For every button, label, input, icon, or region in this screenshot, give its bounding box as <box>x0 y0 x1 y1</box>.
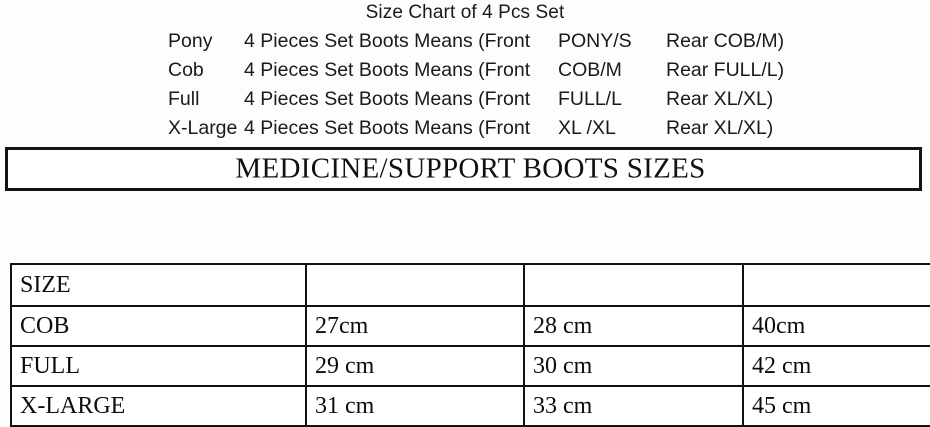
table-cell-c: 33 cm <box>523 385 744 427</box>
description-body: 4 Pieces Set Boots Means (Front <box>244 30 531 52</box>
table-cell-d: 45 cm <box>742 385 930 427</box>
page-title: Size Chart of 4 Pcs Set <box>365 2 565 23</box>
table-cell-size: X-LARGE <box>10 385 307 427</box>
description-label: X-Large <box>168 117 238 139</box>
table-cell-d: 40cm <box>742 305 930 347</box>
description-rear-size: Rear XL/XL) <box>666 88 774 110</box>
description-row: Pony 4 Pieces Set Boots Means (Front PON… <box>168 30 930 59</box>
table-row: SIZE <box>10 263 930 307</box>
table-cell-size: FULL <box>10 345 307 387</box>
description-label: Full <box>168 88 200 110</box>
banner-title: MEDICINE/SUPPORT BOOTS SIZES <box>235 152 706 185</box>
table-cell-d: 42 cm <box>742 345 930 387</box>
table-cell-b: 31 cm <box>305 385 525 427</box>
description-front-size: XL /XL <box>558 117 616 139</box>
table-row: X-LARGE 31 cm 33 cm 45 cm <box>10 385 930 427</box>
description-row: Full 4 Pieces Set Boots Means (Front FUL… <box>168 88 930 117</box>
table-cell-c: 28 cm <box>523 305 744 347</box>
description-body: 4 Pieces Set Boots Means (Front <box>244 117 531 139</box>
description-rear-size: Rear FULL/L) <box>666 59 785 81</box>
table-cell-b: 29 cm <box>305 345 525 387</box>
sizes-table: SIZE COB 27cm 28 cm 40cm FULL 29 cm 30 c… <box>10 263 930 427</box>
description-label: Cob <box>168 59 204 81</box>
description-block: Pony 4 Pieces Set Boots Means (Front PON… <box>168 30 930 146</box>
description-body: 4 Pieces Set Boots Means (Front <box>244 59 531 81</box>
table-cell-c <box>523 263 744 307</box>
description-row: Cob 4 Pieces Set Boots Means (Front COB/… <box>168 59 930 88</box>
table-cell-c: 30 cm <box>523 345 744 387</box>
table-cell-size: COB <box>10 305 307 347</box>
table-cell-b: 27cm <box>305 305 525 347</box>
banner-box: MEDICINE/SUPPORT BOOTS SIZES <box>5 147 922 191</box>
table-cell-size: SIZE <box>10 263 307 307</box>
description-row: X-Large 4 Pieces Set Boots Means (Front … <box>168 117 930 146</box>
table-cell-b <box>305 263 525 307</box>
table-cell-d <box>742 263 930 307</box>
description-front-size: PONY/S <box>558 30 632 52</box>
table-row: FULL 29 cm 30 cm 42 cm <box>10 345 930 387</box>
table-row: COB 27cm 28 cm 40cm <box>10 305 930 347</box>
description-body: 4 Pieces Set Boots Means (Front <box>244 88 531 110</box>
description-label: Pony <box>168 30 213 52</box>
description-front-size: COB/M <box>558 59 622 81</box>
description-rear-size: Rear XL/XL) <box>666 117 774 139</box>
description-front-size: FULL/L <box>558 88 622 110</box>
description-rear-size: Rear COB/M) <box>666 30 785 52</box>
